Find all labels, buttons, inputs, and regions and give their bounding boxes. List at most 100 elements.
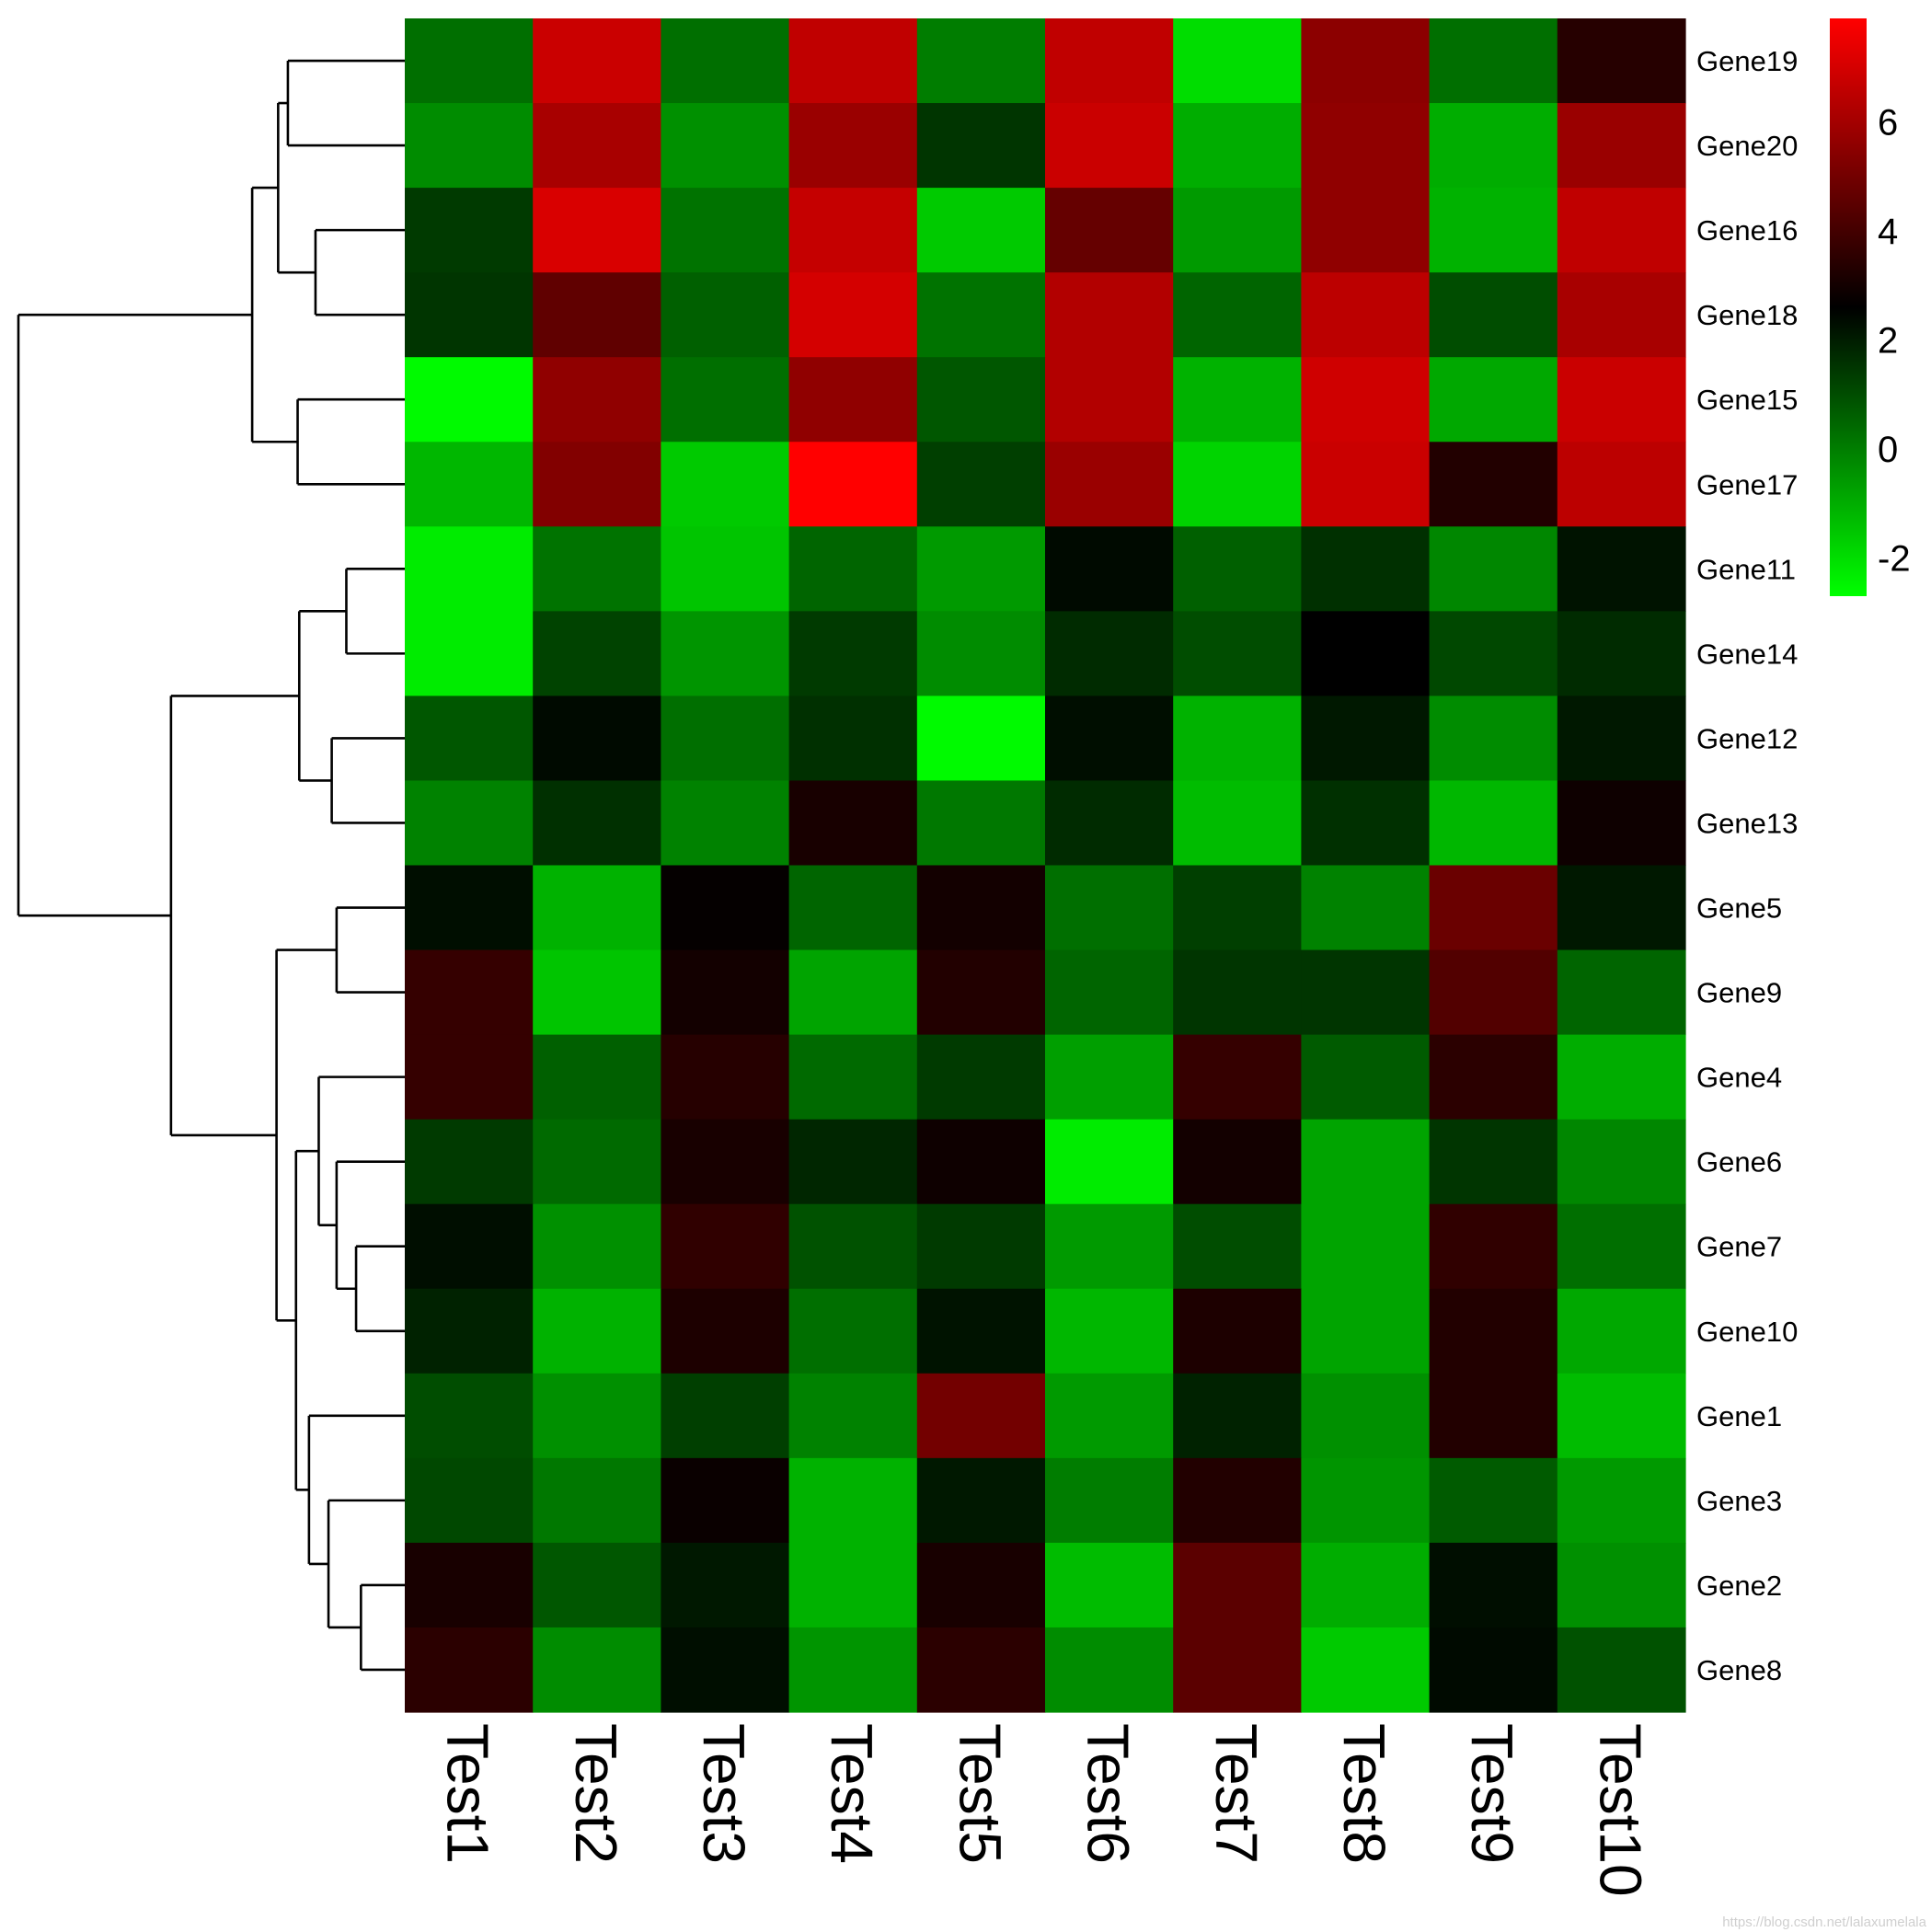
heatmap-cell-gene20-test8	[1301, 103, 1431, 189]
heatmap-cell-gene16-test3	[661, 188, 790, 273]
heatmap-cell-gene6-test3	[661, 1119, 790, 1205]
heatmap-cell-gene3-test6	[1045, 1457, 1174, 1544]
heatmap-cell-gene16-test4	[788, 188, 918, 273]
heatmap-cell-gene2-test8	[1301, 1542, 1431, 1628]
heatmap-cell-gene8-test8	[1301, 1627, 1431, 1713]
heatmap-cell-gene11-test4	[788, 526, 918, 612]
heatmap-cell-gene15-test1	[405, 357, 534, 443]
heatmap-cell-gene15-test10	[1557, 357, 1686, 443]
heatmap-cell-gene12-test10	[1557, 696, 1686, 782]
row-label-gene9: Gene9	[1696, 977, 1782, 1009]
heatmap-cell-gene13-test8	[1301, 780, 1431, 867]
heatmap-cell-gene11-test1	[405, 526, 534, 612]
heatmap-cell-gene18-test6	[1045, 272, 1174, 358]
heatmap-cell-gene10-test10	[1557, 1288, 1686, 1374]
heatmap-cell-gene7-test6	[1045, 1203, 1174, 1290]
color-scale-tick-label: 4	[1878, 212, 1898, 252]
heatmap-cell-gene17-test2	[533, 442, 661, 527]
heatmap-cell-gene17-test9	[1429, 442, 1558, 527]
color-scale-tick-label: -2	[1878, 539, 1911, 580]
heatmap-cell-gene19-test8	[1301, 18, 1431, 104]
heatmap-cell-gene13-test4	[788, 780, 918, 867]
heatmap-cell-gene17-test1	[405, 442, 534, 527]
heatmap-cell-gene11-test5	[916, 526, 1046, 612]
heatmap-cell-gene12-test9	[1429, 696, 1558, 782]
row-label-gene3: Gene3	[1696, 1485, 1782, 1517]
heatmap-cell-gene1-test3	[661, 1373, 790, 1459]
heatmap-cell-gene3-test8	[1301, 1457, 1431, 1544]
heatmap-cell-gene2-test2	[533, 1542, 661, 1628]
heatmap-cell-gene14-test1	[405, 611, 534, 696]
heatmap-cell-gene12-test3	[661, 696, 790, 782]
heatmap-cell-gene7-test10	[1557, 1203, 1686, 1290]
heatmap-cell-gene19-test5	[916, 18, 1046, 104]
heatmap-cell-gene8-test7	[1173, 1627, 1302, 1713]
heatmap-cell-gene13-test6	[1045, 780, 1174, 867]
heatmap-cell-gene1-test7	[1173, 1373, 1302, 1459]
heatmap-cell-gene13-test10	[1557, 780, 1686, 867]
column-label-test2: Test2	[563, 1723, 629, 1864]
column-label-test7: Test7	[1203, 1723, 1270, 1864]
heatmap-cell-gene5-test3	[661, 865, 790, 951]
heatmap-cell-gene19-test6	[1045, 18, 1174, 104]
heatmap-cell-gene7-test3	[661, 1203, 790, 1290]
heatmap-cell-gene3-test5	[916, 1457, 1046, 1544]
heatmap-cell-gene9-test8	[1301, 949, 1431, 1036]
row-label-gene6: Gene6	[1696, 1146, 1782, 1179]
heatmap-cell-gene5-test6	[1045, 865, 1174, 951]
heatmap-cell-gene2-test5	[916, 1542, 1046, 1628]
heatmap-cell-gene7-test7	[1173, 1203, 1302, 1290]
heatmap-cell-gene4-test5	[916, 1034, 1046, 1121]
heatmap-cell-gene8-test5	[916, 1627, 1046, 1713]
heatmap-cell-gene6-test9	[1429, 1119, 1558, 1205]
heatmap-cell-gene19-test9	[1429, 18, 1558, 104]
heatmap-cell-gene14-test3	[661, 611, 790, 696]
heatmap-cells	[405, 18, 1686, 1713]
heatmap-cell-gene4-test7	[1173, 1034, 1302, 1121]
heatmap-cell-gene12-test5	[916, 696, 1046, 782]
column-label-test4: Test4	[819, 1723, 885, 1864]
heatmap-cell-gene12-test7	[1173, 696, 1302, 782]
color-scale-legend: -2 0 2 4 6	[1830, 18, 1911, 596]
heatmap-cell-gene1-test2	[533, 1373, 661, 1459]
heatmap-cell-gene20-test5	[916, 103, 1046, 189]
column-label-test10: Test10	[1587, 1723, 1653, 1897]
heatmap-cell-gene9-test3	[661, 949, 790, 1036]
heatmap-cell-gene6-test1	[405, 1119, 534, 1205]
heatmap-cell-gene4-test9	[1429, 1034, 1558, 1121]
heatmap-cell-gene15-test2	[533, 357, 661, 443]
column-label-test8: Test8	[1331, 1723, 1397, 1864]
heatmap-cell-gene8-test6	[1045, 1627, 1174, 1713]
column-label-test1: Test1	[435, 1723, 501, 1864]
row-label-gene14: Gene14	[1696, 638, 1798, 670]
heatmap-cell-gene11-test7	[1173, 526, 1302, 612]
heatmap-cell-gene7-test9	[1429, 1203, 1558, 1290]
heatmap-cell-gene10-test9	[1429, 1288, 1558, 1374]
heatmap-cell-gene4-test10	[1557, 1034, 1686, 1121]
heatmap-cell-gene1-test5	[916, 1373, 1046, 1459]
heatmap-cell-gene14-test7	[1173, 611, 1302, 696]
heatmap-cell-gene6-test2	[533, 1119, 661, 1205]
watermark-text: https://blog.csdn.net/lalaxumelala	[1722, 1915, 1926, 1930]
heatmap-cell-gene10-test7	[1173, 1288, 1302, 1374]
heatmap-cell-gene14-test4	[788, 611, 918, 696]
heatmap-cell-gene14-test5	[916, 611, 1046, 696]
heatmap-cell-gene5-test2	[533, 865, 661, 951]
heatmap-cell-gene3-test10	[1557, 1457, 1686, 1544]
heatmap-cell-gene4-test8	[1301, 1034, 1431, 1121]
heatmap-cell-gene8-test1	[405, 1627, 534, 1713]
heatmap-cell-gene20-test3	[661, 103, 790, 189]
heatmap-cell-gene15-test4	[788, 357, 918, 443]
column-label-test5: Test5	[947, 1723, 1013, 1864]
heatmap-cell-gene5-test7	[1173, 865, 1302, 951]
heatmap-cell-gene13-test2	[533, 780, 661, 867]
heatmap-cell-gene16-test5	[916, 188, 1046, 273]
heatmap-cell-gene5-test9	[1429, 865, 1558, 951]
heatmap-cell-gene19-test3	[661, 18, 790, 104]
heatmap-cell-gene10-test8	[1301, 1288, 1431, 1374]
heatmap-cell-gene2-test9	[1429, 1542, 1558, 1628]
color-scale-ticks: -2 0 2 4 6	[1878, 103, 1911, 580]
heatmap-cell-gene2-test1	[405, 1542, 534, 1628]
heatmap-cell-gene18-test5	[916, 272, 1046, 358]
column-labels: Test1 Test2 Test3 Test4 Test5 Test6 Test7 Test8…	[435, 1723, 1654, 1897]
